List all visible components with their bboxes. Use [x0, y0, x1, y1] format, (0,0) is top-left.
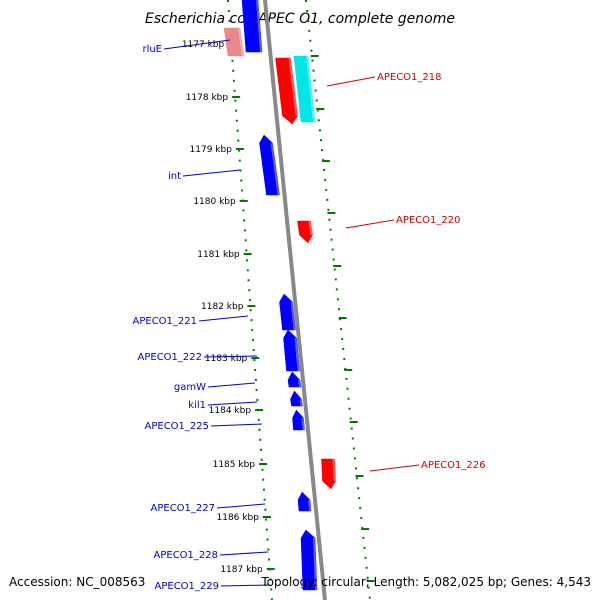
gene-feature-gamW: [287, 371, 302, 388]
topology-text: Topology: circular; Length: 5,082,025 bp…: [260, 575, 591, 589]
gene-label-left: gamW: [174, 382, 206, 393]
ruler-label: 1177 kbp: [182, 40, 225, 50]
feature-highlight: [299, 398, 303, 407]
ruler-label: 1185 kbp: [213, 460, 256, 470]
leader-line: [207, 401, 258, 406]
leader-line: [369, 464, 420, 472]
gene-features: [223, 0, 336, 591]
feature-highlight: [332, 458, 336, 482]
ruler-label: 1183 kbp: [205, 354, 248, 364]
gene-labels: rluE int APECO1_221 APECO1_222 gamW kil1 APECO…: [133, 44, 486, 592]
leader-line: [203, 355, 258, 358]
ruler-ticks: [228, 43, 375, 582]
ruler-label: 1184 kbp: [209, 406, 252, 416]
leader-line: [219, 551, 269, 556]
ruler-label: 1179 kbp: [190, 145, 233, 155]
gene-feature-APECO1_226: [321, 458, 336, 490]
gene-feature-int: [259, 134, 280, 196]
dotted-guide: [305, 0, 371, 600]
leader-line: [207, 382, 256, 388]
gene-feature-kil1: [290, 390, 303, 407]
ring-dotted-guides: [227, 0, 371, 600]
gene-label-left: kil1: [188, 400, 206, 411]
gene-feature-rluE-neighbor: [241, 0, 263, 53]
gene-label-left: APECO1_227: [151, 503, 216, 514]
leader-line: [326, 76, 376, 87]
ruler-labels: 1177 kbp 1178 kbp 1179 kbp 1180 kbp 1181 kbp…: [182, 40, 263, 575]
gene-label-right: APECO1_218: [377, 72, 442, 83]
gene-feature-APECO1_218: [275, 57, 298, 125]
leader-line: [210, 423, 263, 427]
feature-highlight: [290, 301, 296, 331]
ruler-label: 1181 kbp: [197, 250, 240, 260]
feature-highlight: [308, 220, 313, 236]
gene-feature-APECO1_221: [279, 293, 296, 331]
feature-highlight: [298, 379, 301, 388]
gene-feature-APECO1_228: [300, 529, 318, 591]
gene-label-right: APECO1_226: [421, 460, 486, 471]
gene-label-left: APECO1_222: [138, 352, 203, 363]
ruler-label: 1180 kbp: [193, 197, 236, 207]
feature-highlight: [294, 337, 300, 372]
gene-label-left: int: [168, 171, 181, 182]
feature-highlight: [238, 27, 244, 57]
ruler-label: 1182 kbp: [201, 302, 244, 312]
gene-feature-APECO1_227: [297, 491, 312, 512]
leader-line: [216, 503, 266, 509]
genome-backbone: [263, 0, 327, 600]
gene-feature-APECO1_220: [297, 220, 313, 244]
leader-line: [182, 169, 241, 177]
ruler-label: 1187 kbp: [220, 565, 263, 575]
feature-highlight: [256, 0, 262, 53]
feature-highlight: [270, 142, 280, 196]
gene-label-right: APECO1_220: [396, 215, 461, 226]
gene-label-left: APECO1_229: [155, 581, 220, 592]
gene-feature-APECO1_222: [283, 329, 300, 372]
feature-highlight: [288, 57, 298, 117]
leader-line: [198, 315, 249, 322]
gene-feature-rluE: [223, 27, 245, 57]
leader-line: [220, 584, 271, 587]
feature-highlight: [306, 55, 315, 123]
gene-label-left: APECO1_228: [154, 550, 219, 561]
leader-line: [163, 39, 231, 50]
gene-feature-cyan: [293, 55, 316, 123]
gene-label-left: APECO1_221: [133, 316, 198, 327]
ruler-label: 1186 kbp: [217, 513, 260, 523]
dotted-guide: [227, 0, 273, 600]
map-title: Escherichia coli APEC O1, complete genom…: [145, 11, 455, 27]
gene-label-left: APECO1_225: [145, 421, 210, 432]
ruler-label: 1178 kbp: [186, 93, 229, 103]
accession-text: Accession: NC_008563: [9, 575, 145, 589]
feature-highlight: [308, 499, 311, 512]
feature-highlight: [301, 417, 305, 431]
label-leaders: [163, 39, 420, 587]
leader-line: [345, 219, 395, 229]
gene-label-left: rluE: [142, 44, 162, 55]
feature-highlight: [313, 537, 317, 591]
gene-feature-APECO1_225: [292, 409, 305, 431]
